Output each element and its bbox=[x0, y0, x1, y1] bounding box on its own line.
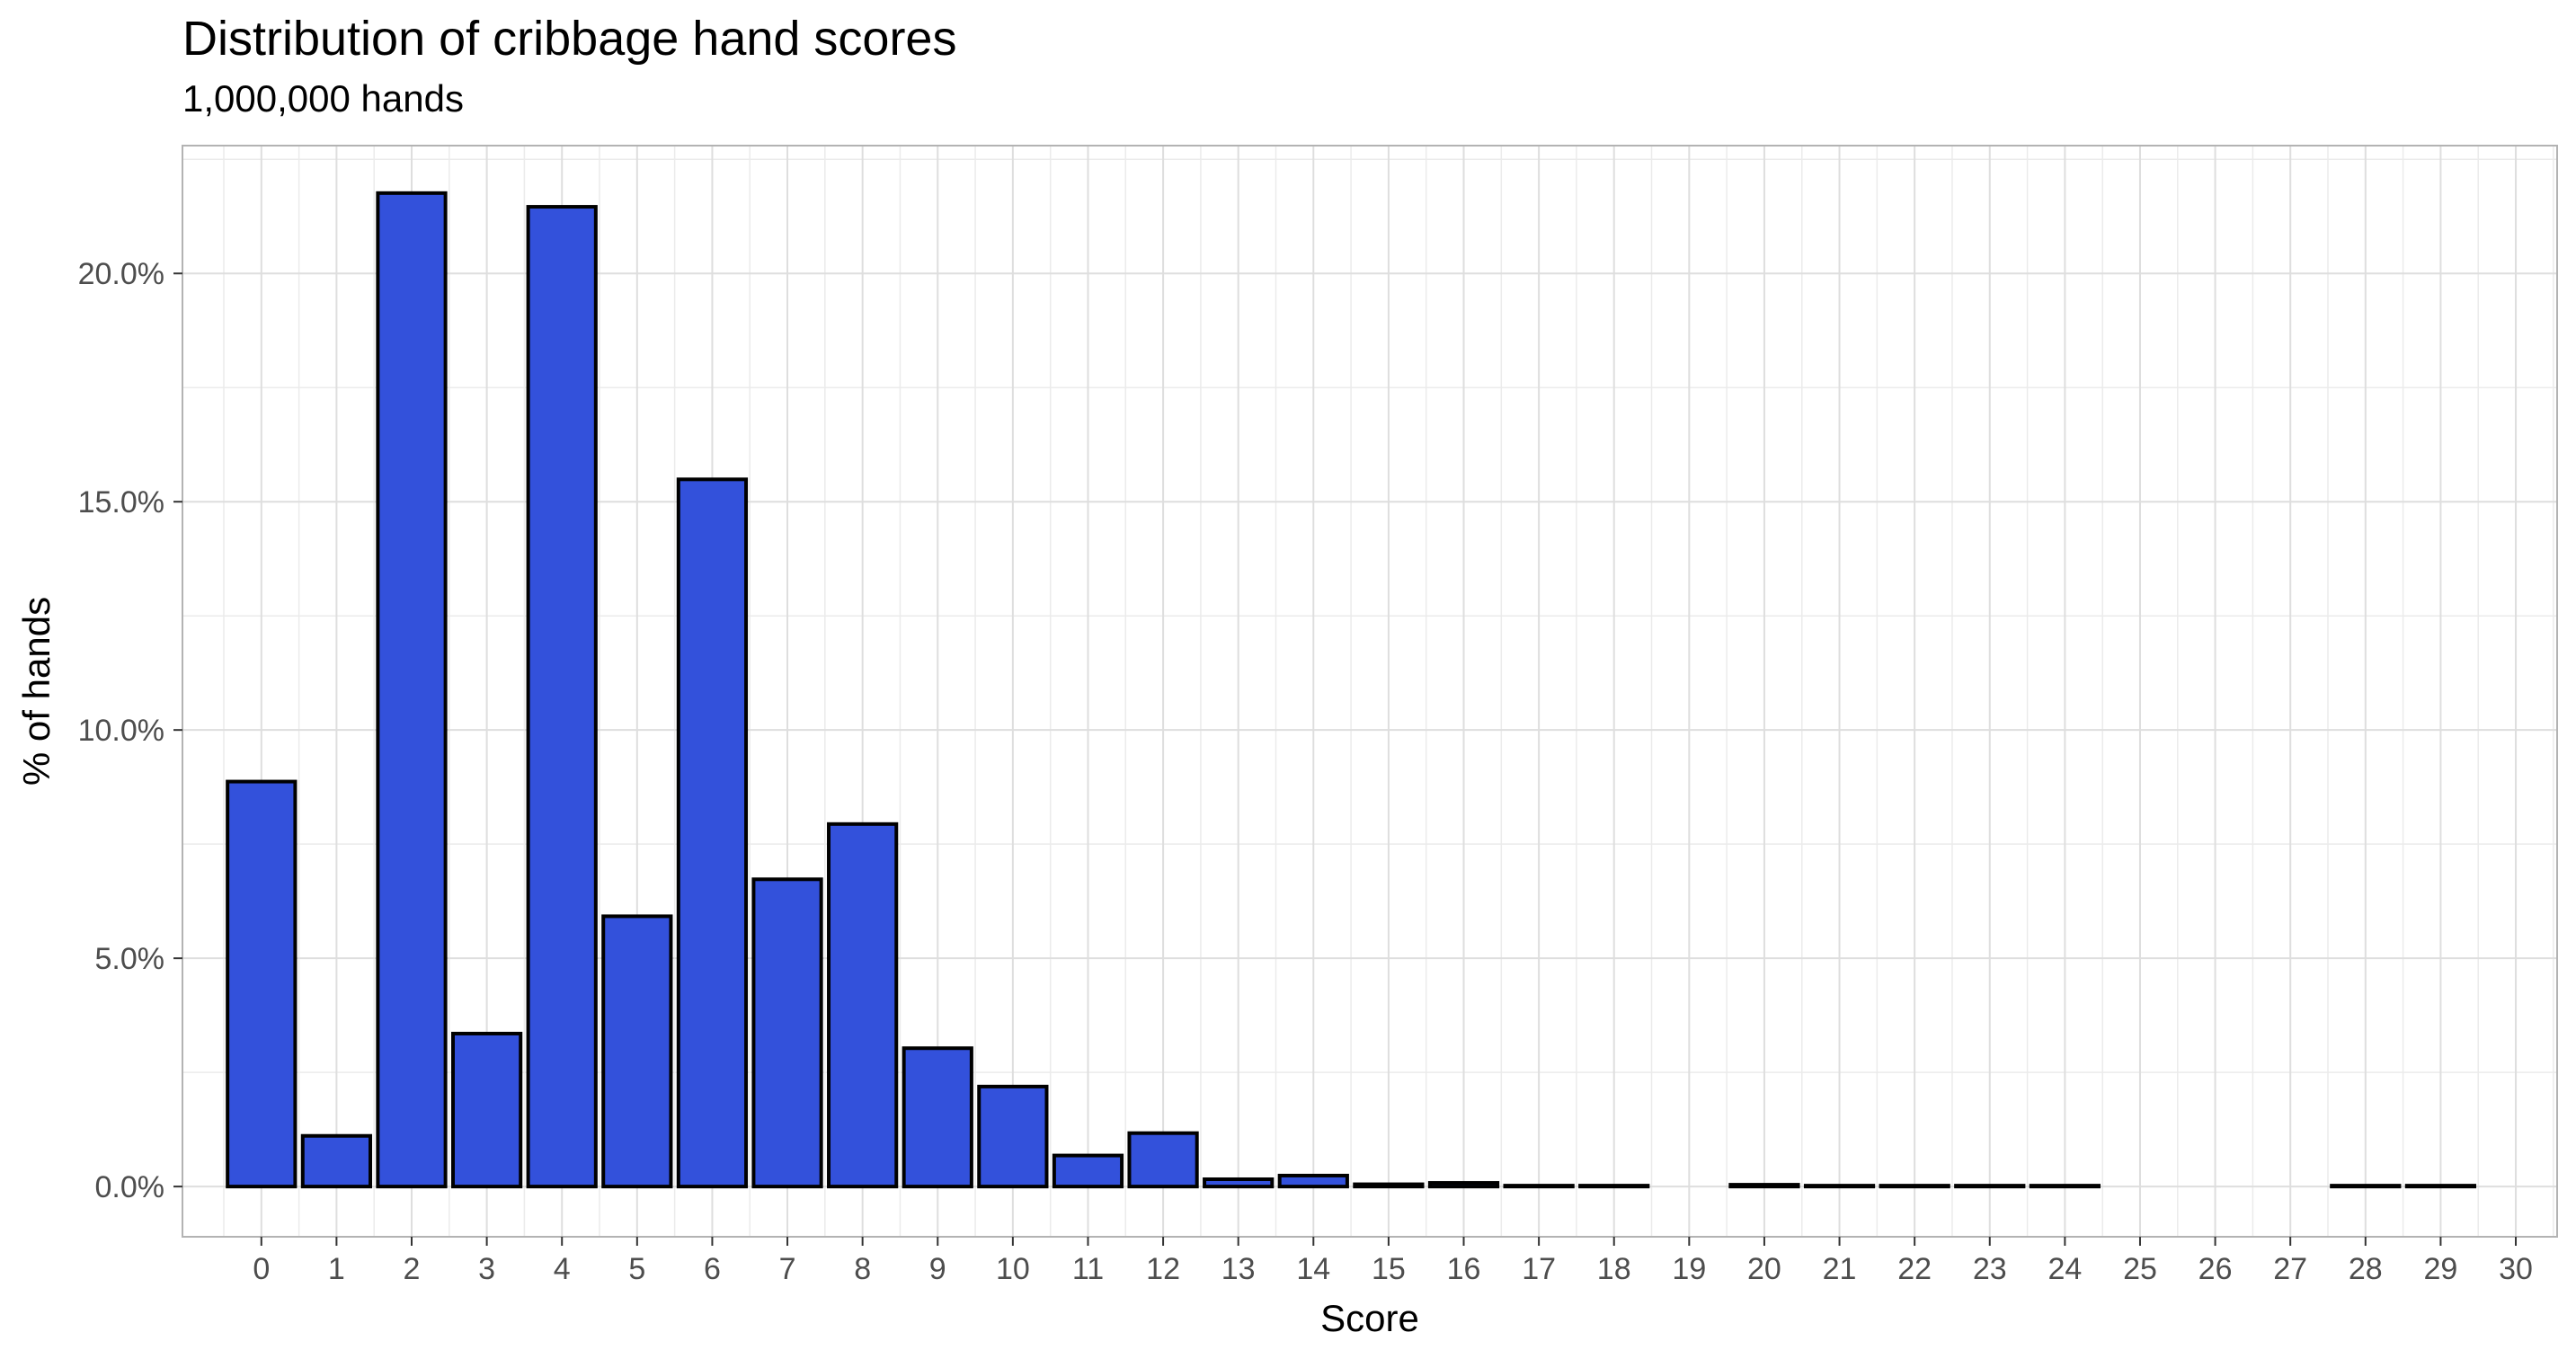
x-tick-label: 18 bbox=[1597, 1252, 1631, 1286]
bar-score-16 bbox=[1427, 1181, 1500, 1189]
x-tick-label: 1 bbox=[328, 1252, 345, 1286]
x-tick-label: 20 bbox=[1747, 1252, 1781, 1286]
x-tick-label: 9 bbox=[929, 1252, 946, 1286]
x-tick-label: 13 bbox=[1221, 1252, 1256, 1286]
x-tick-label: 19 bbox=[1672, 1252, 1706, 1286]
x-tick-label: 3 bbox=[478, 1252, 495, 1286]
x-tick-label: 12 bbox=[1146, 1252, 1180, 1286]
chart-title: Distribution of cribbage hand scores bbox=[182, 12, 957, 66]
x-tick-label: 7 bbox=[779, 1252, 796, 1286]
x-tick-label: 25 bbox=[2123, 1252, 2157, 1286]
x-tick-label: 23 bbox=[1973, 1252, 2007, 1286]
x-tick-label: 2 bbox=[404, 1252, 421, 1286]
bar-score-12 bbox=[1127, 1131, 1199, 1189]
bar-score-9 bbox=[902, 1046, 973, 1189]
bars bbox=[226, 191, 2477, 1189]
bar-score-5 bbox=[601, 914, 673, 1189]
axes: 0 1 2 3 4 5 6 7 8 9 10 11 12 13 14 15 16 17 18 19 20 21 22 23 24… bbox=[78, 257, 2533, 1286]
x-tick-label: 11 bbox=[1072, 1252, 1104, 1286]
x-tick-label: 4 bbox=[554, 1252, 571, 1286]
y-tick-label: 10.0% bbox=[78, 714, 164, 748]
x-tick-label: 14 bbox=[1296, 1252, 1330, 1286]
y-tick-label: 0.0% bbox=[95, 1170, 165, 1204]
x-tick-label: 22 bbox=[1897, 1252, 1932, 1286]
bar-score-20 bbox=[1728, 1183, 1800, 1189]
bar-score-6 bbox=[676, 477, 749, 1189]
bar-score-10 bbox=[977, 1084, 1049, 1189]
x-tick-label: 29 bbox=[2423, 1252, 2457, 1286]
bar-score-13 bbox=[1203, 1177, 1275, 1189]
x-tick-label: 27 bbox=[2273, 1252, 2307, 1286]
bar-score-1 bbox=[300, 1133, 373, 1189]
y-tick-label: 20.0% bbox=[78, 257, 164, 291]
x-tick-label: 10 bbox=[996, 1252, 1030, 1286]
x-tick-label: 24 bbox=[2047, 1252, 2082, 1286]
bar-score-3 bbox=[450, 1031, 523, 1189]
y-tick-label: 5.0% bbox=[95, 942, 165, 976]
panel-border bbox=[182, 145, 2558, 1238]
x-tick-label: 15 bbox=[1372, 1252, 1406, 1286]
x-tick-label: 26 bbox=[2198, 1252, 2233, 1286]
bar-score-8 bbox=[827, 822, 899, 1189]
chart-subtitle: 1,000,000 hands bbox=[182, 77, 464, 120]
x-tick-label: 8 bbox=[854, 1252, 871, 1286]
x-tick-label: 16 bbox=[1447, 1252, 1481, 1286]
bar-score-11 bbox=[1052, 1153, 1124, 1189]
x-tick-label: 30 bbox=[2499, 1252, 2533, 1286]
x-axis-title: Score bbox=[1320, 1297, 1419, 1339]
bar-score-4 bbox=[526, 205, 598, 1189]
x-tick-label: 6 bbox=[704, 1252, 721, 1286]
x-tick-label: 28 bbox=[2349, 1252, 2383, 1286]
y-tick-label: 15.0% bbox=[78, 485, 164, 520]
x-tick-label: 0 bbox=[253, 1252, 270, 1286]
bar-score-14 bbox=[1277, 1173, 1349, 1189]
bar-score-0 bbox=[226, 779, 298, 1189]
y-axis-title: % of hands bbox=[15, 597, 58, 786]
bar-score-15 bbox=[1353, 1182, 1425, 1189]
x-tick-label: 17 bbox=[1522, 1252, 1556, 1286]
x-tick-label: 21 bbox=[1823, 1252, 1857, 1286]
bar-score-7 bbox=[751, 877, 823, 1189]
bar-score-2 bbox=[376, 191, 448, 1189]
x-tick-label: 5 bbox=[628, 1252, 645, 1286]
